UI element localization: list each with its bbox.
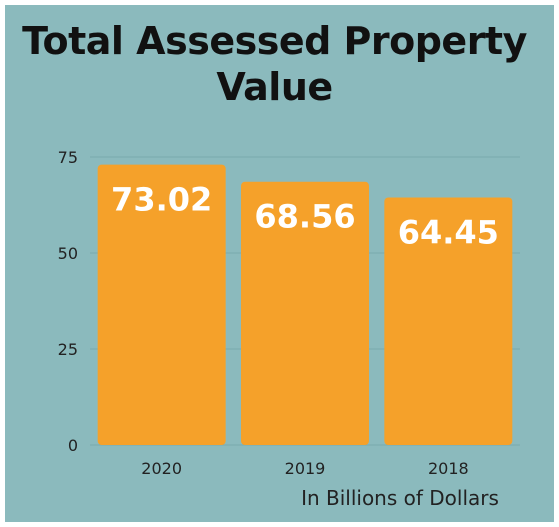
chart-title: Total Assessed Property Value [0, 18, 549, 110]
y-axis-ticks: 0 25 50 75 [58, 148, 78, 455]
chart-title-line-1: Total Assessed Property [22, 19, 527, 63]
x-tick-label-2019: 2019 [285, 459, 326, 478]
x-tick-label-2018: 2018 [428, 459, 469, 478]
x-axis-ticks: 2020 2019 2018 [141, 459, 468, 478]
chart-title-line-2: Value [216, 65, 333, 109]
x-axis-label: In Billions of Dollars [301, 486, 499, 510]
y-tick-label: 50 [58, 244, 78, 263]
bar-2019 [241, 181, 369, 445]
bar-2020 [97, 164, 226, 445]
x-tick-label-2020: 2020 [141, 459, 182, 478]
data-label-2018: 64.45 [398, 214, 499, 252]
y-tick-label: 75 [58, 148, 78, 167]
data-label-2019: 68.56 [254, 198, 355, 236]
y-tick-label: 25 [58, 340, 78, 359]
data-labels: 73.02 68.56 64.45 [111, 181, 499, 252]
bars [97, 164, 513, 445]
bar-2018 [384, 197, 513, 445]
data-label-2020: 73.02 [111, 181, 212, 219]
y-tick-label: 0 [68, 436, 78, 455]
